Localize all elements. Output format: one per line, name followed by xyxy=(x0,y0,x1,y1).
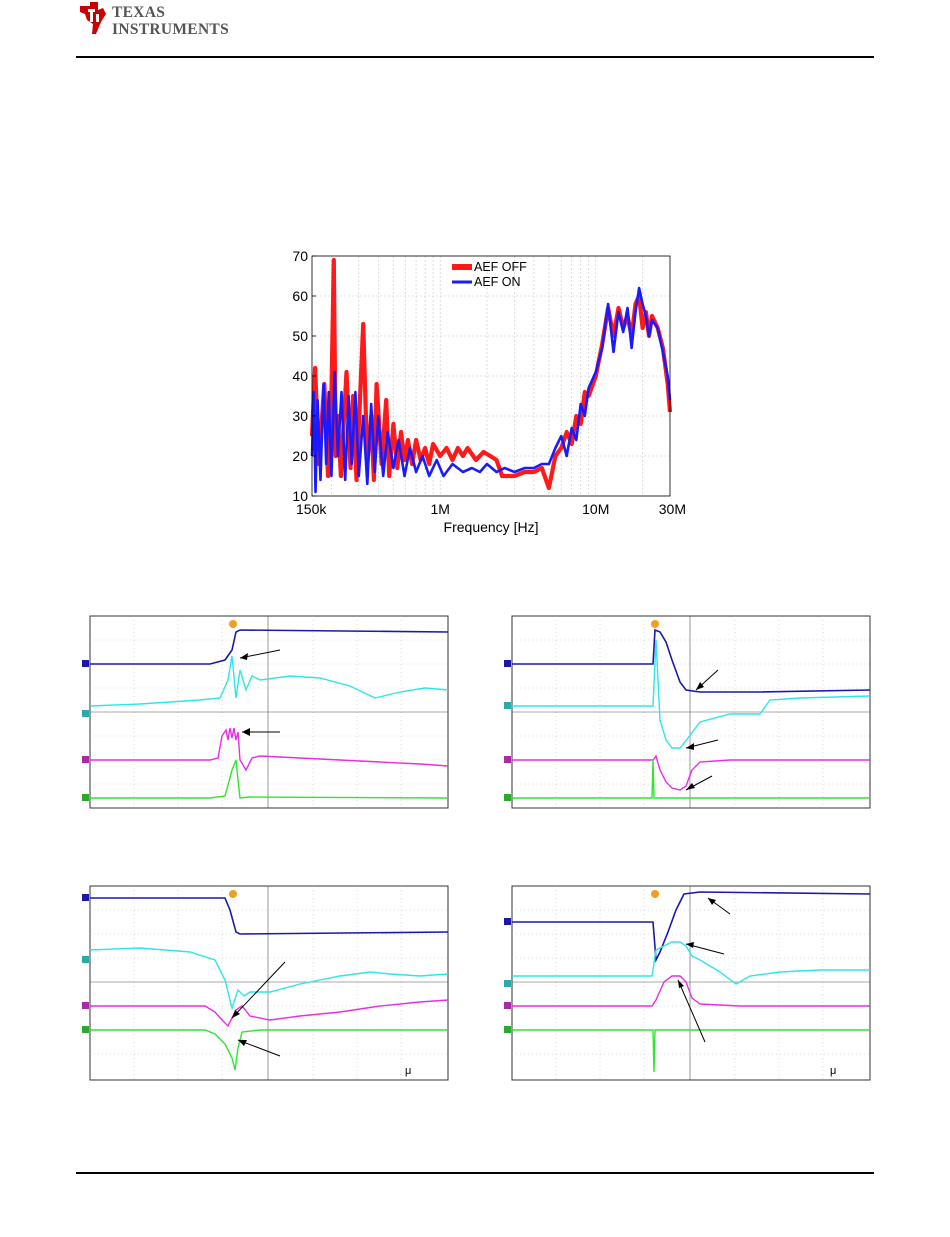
ch2-marker-icon xyxy=(82,710,89,717)
logo-line-2: INSTRUMENTS xyxy=(112,21,229,38)
scope-capture-bottom-left: μ xyxy=(82,885,449,1081)
y-tick-label: 30 xyxy=(292,408,308,424)
trigger-marker-icon xyxy=(651,890,659,898)
trace-blue xyxy=(90,629,449,665)
trace-green xyxy=(90,759,449,799)
y-tick-label: 10 xyxy=(292,488,308,504)
trace-magenta xyxy=(512,754,870,791)
channel-markers xyxy=(82,894,89,1033)
scope-frame xyxy=(89,885,449,1081)
arrowhead-icon xyxy=(232,1010,240,1018)
ch1-marker-icon xyxy=(82,660,89,667)
x-tick-label: 150k xyxy=(296,501,327,517)
arrowhead-icon xyxy=(686,743,694,750)
trace-magenta xyxy=(90,999,449,1028)
trace-green xyxy=(512,759,870,799)
ch4-marker-icon xyxy=(82,1026,89,1033)
trace-blue xyxy=(512,628,871,693)
trigger-marker-icon xyxy=(229,890,237,898)
arrowhead-icon xyxy=(240,653,248,660)
scope-frame xyxy=(511,885,871,1081)
ch3-marker-icon xyxy=(504,756,511,763)
channel-markers xyxy=(504,660,511,801)
ch3-marker-icon xyxy=(82,756,89,763)
x-tick-label: 30M xyxy=(659,501,686,517)
time-unit-label: μ xyxy=(405,1065,411,1077)
arrowhead-icon xyxy=(238,1040,247,1046)
arrowhead-icon xyxy=(696,682,704,690)
logo-line-1: TEXAS xyxy=(112,4,166,21)
trace-cyan xyxy=(512,639,871,749)
ch3-marker-icon xyxy=(82,1002,89,1009)
trace-blue xyxy=(512,891,871,963)
trigger-marker-icon xyxy=(651,620,659,628)
series-line-aef-on xyxy=(310,286,672,494)
scope-grid xyxy=(90,886,448,1080)
ch4-marker-icon xyxy=(504,1026,511,1033)
trace-green xyxy=(90,1029,448,1071)
ch1-marker-icon xyxy=(82,894,89,901)
trace-cyan xyxy=(512,941,870,985)
arrowhead-icon xyxy=(686,783,695,790)
arrowhead-icon xyxy=(678,980,684,988)
ti-state-logo-icon xyxy=(80,2,106,34)
emi-spectrum-chart: 10 20 30 40 50 60 70 150k 1M 10M 30M Frequency [Hz]… xyxy=(282,245,692,541)
y-tick-label: 50 xyxy=(292,328,308,344)
scope-capture-top-left xyxy=(82,615,449,809)
scope-capture-top-right xyxy=(504,615,871,809)
ch1-marker-icon xyxy=(504,660,511,667)
legend-label: AEF ON xyxy=(474,275,521,289)
ch2-marker-icon xyxy=(504,702,511,709)
trace-cyan xyxy=(89,947,449,1011)
chart-svg: 10 20 30 40 50 60 70 150k 1M 10M 30M Frequency [Hz]… xyxy=(292,248,686,535)
x-axis-label: Frequency [Hz] xyxy=(444,519,539,535)
ch4-marker-icon xyxy=(82,794,89,801)
trace-cyan xyxy=(89,655,449,707)
trace-magenta xyxy=(90,727,449,772)
ch4-marker-icon xyxy=(504,794,511,801)
footer-rule xyxy=(76,1172,874,1174)
legend-label: AEF OFF xyxy=(474,260,527,274)
arrowhead-icon xyxy=(686,942,694,948)
ch2-marker-icon xyxy=(504,980,511,987)
scope-capture-bottom-right: μ xyxy=(504,885,871,1081)
y-tick-label: 70 xyxy=(292,248,308,264)
y-tick-label: 40 xyxy=(292,368,308,384)
channel-markers xyxy=(504,918,511,1033)
trace-blue xyxy=(90,897,449,935)
x-tick-label: 1M xyxy=(430,501,449,517)
trigger-marker-icon xyxy=(229,620,237,628)
trace-magenta xyxy=(512,975,870,1007)
y-tick-label: 60 xyxy=(292,288,308,304)
annotation-arrow xyxy=(677,979,706,1043)
header-rule xyxy=(76,56,874,58)
scope-grid xyxy=(512,886,870,1080)
ch3-marker-icon xyxy=(504,1002,511,1009)
ch2-marker-icon xyxy=(82,956,89,963)
annotation-arrow xyxy=(231,961,286,1019)
x-tick-label: 10M xyxy=(582,501,609,517)
channel-markers xyxy=(82,660,89,801)
y-tick-label: 20 xyxy=(292,448,308,464)
arrowhead-icon xyxy=(708,898,716,905)
trace-green xyxy=(512,1029,870,1073)
ti-logo: TEXAS INSTRUMENTS xyxy=(76,0,246,40)
time-unit-label: μ xyxy=(830,1065,836,1077)
arrowhead-icon xyxy=(242,728,250,736)
ch1-marker-icon xyxy=(504,918,511,925)
